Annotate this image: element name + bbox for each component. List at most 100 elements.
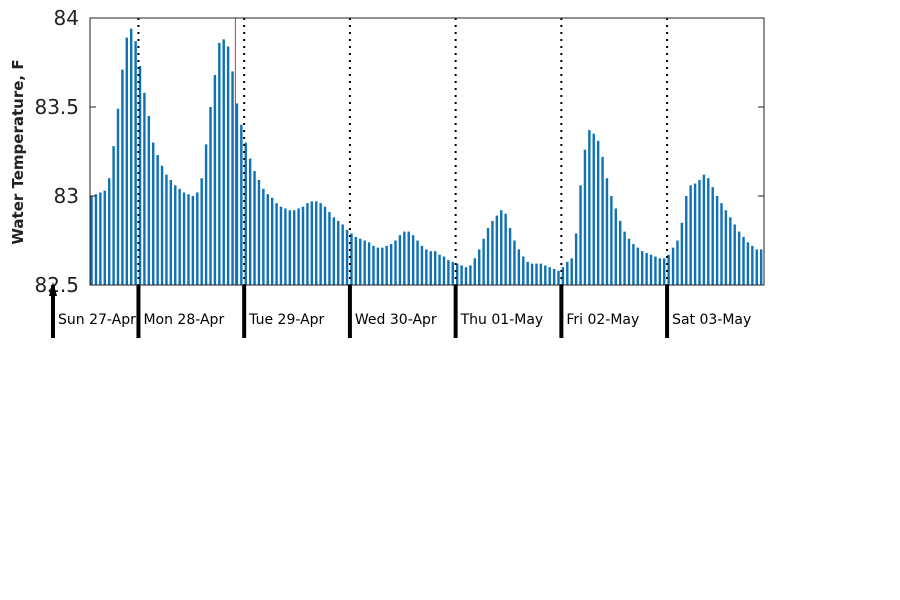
bar (438, 254, 441, 285)
bar (425, 249, 428, 285)
bar (284, 208, 287, 285)
bar (350, 233, 353, 285)
bar (407, 231, 410, 285)
y-tick-label: 82.5 (34, 273, 79, 297)
bar (429, 251, 432, 285)
bar (746, 242, 750, 285)
bar (319, 203, 322, 285)
day-timeline: Sun 27-Apr Mon 28-Apr Tue 29-Apr Wed 30-Apr… (49, 282, 751, 338)
bar (165, 174, 168, 285)
bar (297, 208, 300, 285)
bar (464, 267, 468, 285)
bar (588, 130, 591, 285)
bar (623, 231, 626, 285)
bar (469, 265, 472, 285)
bar (381, 247, 384, 285)
bar (447, 260, 450, 285)
bar (218, 42, 221, 285)
bar (455, 263, 459, 285)
bar (125, 37, 129, 285)
bar (103, 190, 106, 285)
bar (658, 258, 662, 285)
bar (711, 187, 714, 285)
bar (495, 215, 499, 285)
bar (433, 251, 437, 285)
bar (363, 240, 366, 285)
bar (345, 229, 349, 285)
bar (209, 107, 212, 285)
y-axis-ticks: 82.5 83 83.5 84 (34, 6, 764, 297)
bar (478, 249, 481, 285)
bar (288, 210, 292, 285)
bar (552, 268, 556, 285)
bar (279, 206, 283, 285)
day-label: Sun 27-Apr (58, 312, 136, 328)
bar (116, 108, 120, 285)
bar (715, 196, 719, 285)
bar (169, 179, 173, 285)
bar (702, 174, 706, 285)
bar (270, 197, 274, 285)
bar (632, 244, 635, 285)
day-label: Thu 01-May (460, 312, 544, 328)
bar (733, 224, 736, 285)
bar (253, 171, 256, 285)
bar (248, 158, 252, 285)
bar (359, 238, 362, 285)
bar (244, 142, 247, 285)
bar (376, 247, 380, 285)
bar (618, 220, 622, 285)
bar (530, 263, 534, 285)
y-axis-label: Water Temperature, F (9, 59, 27, 244)
bar (235, 103, 239, 285)
bar (482, 238, 485, 285)
bar (240, 124, 243, 285)
bar (737, 231, 741, 285)
bar (354, 236, 358, 285)
bar (222, 39, 225, 285)
bar (292, 210, 296, 285)
day-label: Tue 29-Apr (248, 312, 324, 328)
bar (535, 263, 538, 285)
bar (152, 142, 155, 285)
bar (328, 212, 331, 285)
bar (627, 238, 631, 285)
bar (755, 249, 758, 285)
bar (751, 245, 754, 285)
bar (539, 263, 543, 285)
bar (266, 194, 269, 285)
bar (676, 240, 679, 285)
bar (341, 224, 344, 285)
bar (332, 217, 336, 285)
bar (187, 194, 190, 285)
plot-frame (89, 17, 765, 286)
bar (570, 258, 573, 285)
y-tick-label: 83.5 (34, 95, 79, 119)
bar (213, 74, 217, 286)
bar (315, 201, 318, 285)
bar (522, 256, 525, 285)
day-label: Mon 28-Apr (143, 312, 224, 328)
bar (592, 133, 595, 285)
bar (707, 178, 710, 285)
bar (566, 261, 569, 285)
bar (398, 235, 402, 285)
y-tick-label: 83 (54, 184, 79, 208)
bar (90, 196, 93, 285)
bar (671, 247, 675, 285)
bar (548, 267, 551, 285)
bar (323, 206, 327, 285)
bar (636, 247, 640, 285)
bar (504, 213, 507, 285)
bar (605, 178, 609, 285)
bar (178, 188, 181, 285)
bar (130, 28, 133, 286)
bar (147, 115, 151, 286)
bar (486, 228, 490, 285)
bar (306, 203, 309, 285)
bar (596, 140, 600, 285)
day-label: Fri 02-May (566, 312, 639, 328)
bar (112, 146, 115, 285)
bar (337, 220, 340, 285)
